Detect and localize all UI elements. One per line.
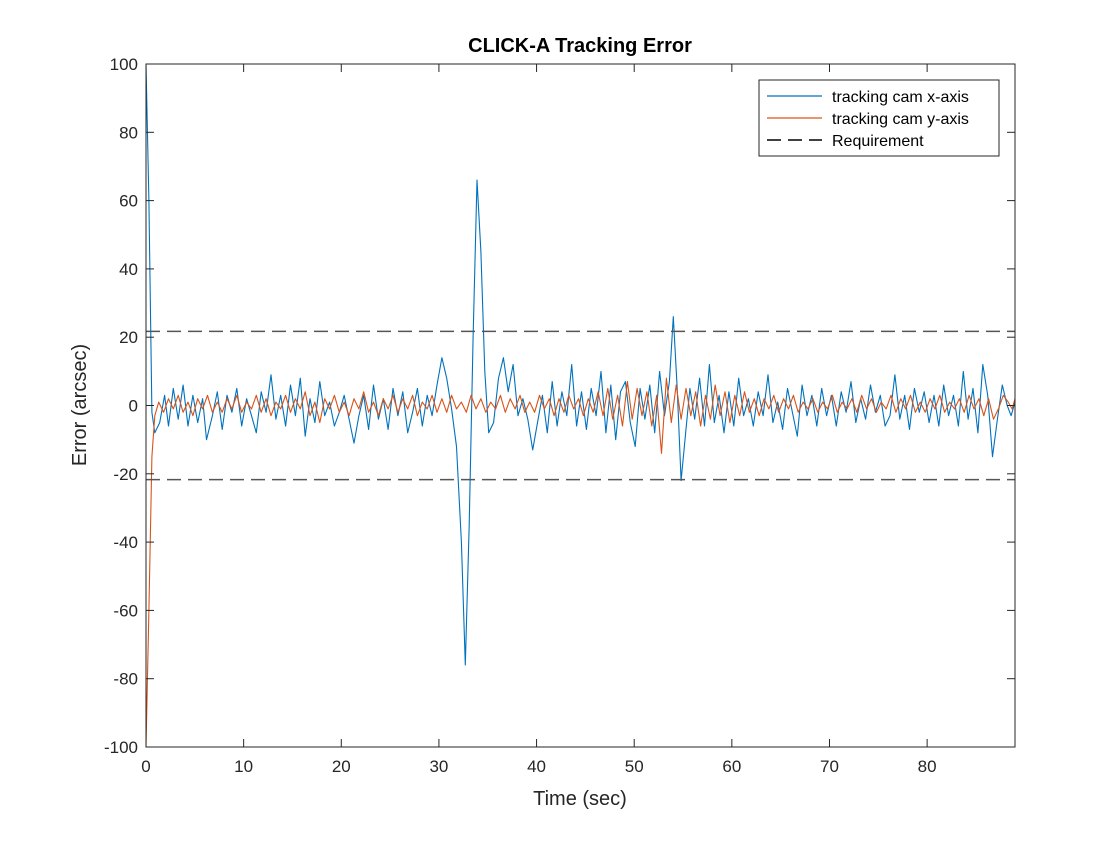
data-layer [146, 64, 1015, 747]
x-tick-label: 80 [918, 757, 937, 776]
series-line-tracking-cam-x-axis [146, 64, 1015, 666]
chart-title: CLICK-A Tracking Error [468, 35, 692, 57]
legend-label-x-axis: tracking cam x-axis [832, 89, 969, 106]
x-tick-label: 30 [429, 757, 448, 776]
y-tick-label: 100 [110, 55, 138, 74]
y-tick-label: -20 [113, 465, 138, 484]
y-tick-label: 60 [119, 192, 138, 211]
x-tick-label: 60 [722, 757, 741, 776]
tick-layer: 0 10 20 30 40 50 60 70 80 -100 -80 -60 -40 -20 0 20 40 60… [104, 55, 1015, 776]
y-tick-label: 80 [119, 123, 138, 142]
x-tick-label: 0 [141, 757, 150, 776]
legend: tracking cam x-axis tracking cam y-axis … [758, 79, 1000, 157]
x-tick-label: 50 [625, 757, 644, 776]
y-tick-label: 40 [119, 260, 138, 279]
y-axis-title: Error (arcsec) [69, 344, 91, 466]
legend-label-requirement: Requirement [832, 133, 924, 150]
x-tick-label: 70 [820, 757, 839, 776]
y-tick-label: 0 [129, 397, 138, 416]
x-tick-label: 20 [332, 757, 351, 776]
y-tick-label: -80 [113, 670, 138, 689]
x-tick-label: 10 [234, 757, 253, 776]
y-tick-label: -40 [113, 533, 138, 552]
y-tick-label: -100 [104, 738, 138, 757]
y-tick-label: -60 [113, 601, 138, 620]
legend-label-y-axis: tracking cam y-axis [832, 111, 969, 128]
y-tick-label: 20 [119, 328, 138, 347]
series-line-tracking-cam-y-axis [146, 377, 1015, 747]
x-tick-label: 40 [527, 757, 546, 776]
x-axis-title: Time (sec) [533, 788, 627, 810]
